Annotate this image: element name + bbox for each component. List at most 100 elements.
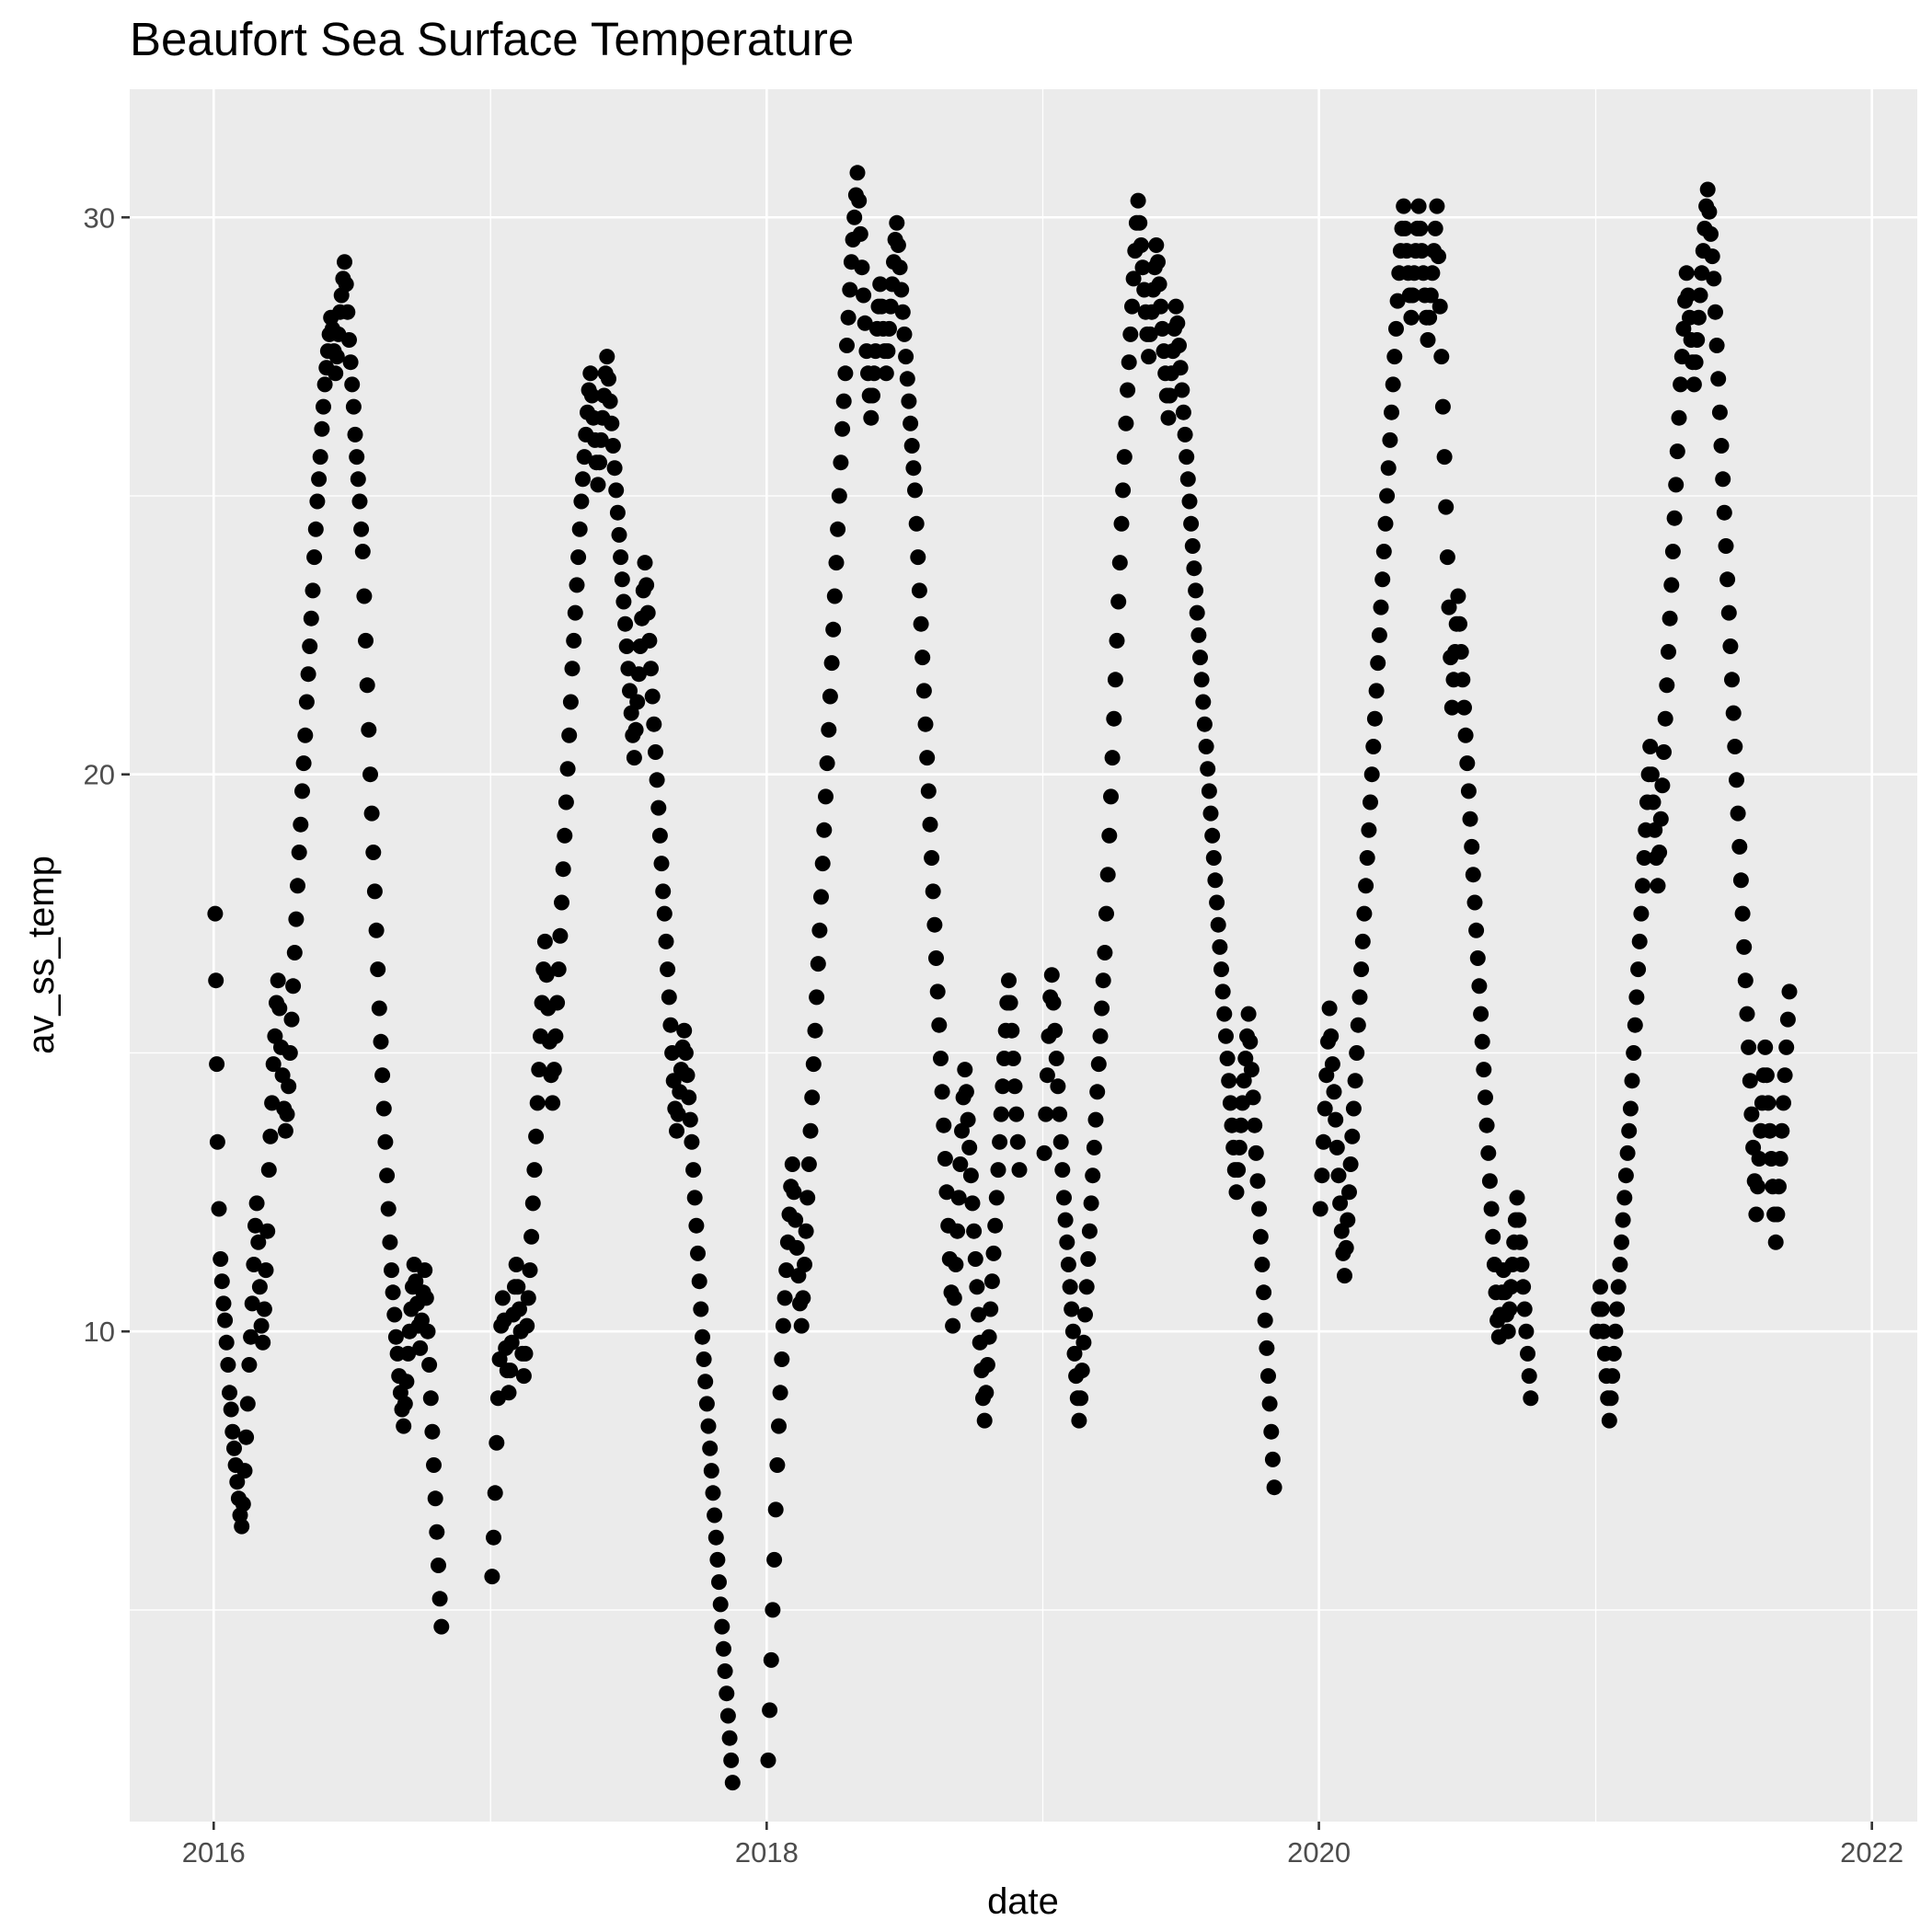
data-point [1175, 404, 1191, 420]
data-point [366, 883, 383, 900]
data-point [1337, 1268, 1352, 1284]
data-points [207, 165, 1798, 1791]
data-point [1086, 1139, 1102, 1156]
data-point [1338, 1239, 1354, 1256]
data-point [220, 1357, 236, 1373]
data-point [354, 544, 371, 559]
data-point [396, 1418, 412, 1434]
data-point [1375, 544, 1392, 559]
x-tick-label: 2018 [735, 1836, 799, 1869]
data-point [247, 1217, 263, 1234]
data-point [1347, 1073, 1363, 1089]
data-point [285, 978, 302, 995]
data-point [1179, 449, 1195, 466]
data-point [1222, 1095, 1238, 1111]
data-point [218, 1334, 235, 1351]
data-point [894, 304, 911, 320]
data-point [1635, 878, 1650, 894]
data-point [241, 1357, 258, 1373]
data-point [1671, 409, 1687, 426]
data-point [356, 588, 373, 604]
data-point [385, 1284, 401, 1301]
data-point [1657, 710, 1673, 727]
data-point [265, 1056, 282, 1073]
data-point [1374, 571, 1391, 588]
data-point [1465, 867, 1481, 883]
data-point [236, 1463, 253, 1479]
data-point [350, 471, 366, 488]
data-point [1471, 978, 1488, 995]
data-point [658, 933, 674, 949]
data-point [960, 1111, 976, 1128]
data-point [1349, 1045, 1365, 1061]
data-point [1059, 1234, 1075, 1250]
data-point [627, 721, 644, 738]
data-point [950, 1190, 967, 1206]
data-point [685, 1162, 702, 1179]
data-point [279, 1106, 295, 1122]
data-point [358, 632, 374, 649]
data-point [1703, 225, 1719, 242]
data-point [1617, 1167, 1634, 1184]
data-point [990, 1162, 1006, 1179]
data-point [1056, 1190, 1072, 1206]
data-point [306, 549, 323, 566]
data-point [1466, 894, 1483, 911]
data-point [1366, 710, 1383, 727]
data-point [856, 287, 872, 304]
data-point [1353, 961, 1370, 978]
data-point [1101, 827, 1118, 844]
data-point [1616, 1190, 1633, 1206]
data-point [422, 1390, 439, 1407]
data-point [1060, 1257, 1076, 1272]
data-point [1011, 1162, 1028, 1179]
data-point [905, 460, 922, 477]
data-point [1092, 1028, 1109, 1044]
data-point [283, 1011, 300, 1028]
data-point [1715, 471, 1731, 488]
data-point [1708, 304, 1723, 320]
data-point [637, 555, 653, 571]
y-tick-label: 30 [84, 201, 115, 234]
data-point [1332, 1195, 1349, 1212]
data-point [1460, 783, 1477, 799]
data-point [686, 1190, 703, 1206]
data-point [1328, 1139, 1345, 1156]
data-point [1122, 326, 1139, 342]
data-point [849, 165, 866, 181]
data-point [696, 1351, 712, 1367]
data-point [1236, 1073, 1252, 1089]
data-point [1356, 905, 1373, 922]
data-point [766, 1551, 783, 1568]
data-point [1485, 1228, 1501, 1245]
data-point [1172, 360, 1189, 376]
data-point [1377, 515, 1394, 532]
data-point [1099, 867, 1116, 883]
data-point [246, 1257, 262, 1272]
data-point [716, 1640, 731, 1657]
data-point [966, 1223, 983, 1239]
data-point [1328, 1111, 1344, 1128]
data-point [866, 365, 882, 382]
data-point [889, 214, 905, 231]
data-point [1252, 1228, 1269, 1245]
data-point [1263, 1423, 1280, 1440]
data-point [561, 727, 578, 743]
data-point [840, 309, 857, 326]
data-point [1340, 1212, 1356, 1228]
data-point [1148, 237, 1165, 253]
data-point [1384, 404, 1399, 420]
data-point [1513, 1257, 1530, 1272]
data-point [1330, 1167, 1347, 1184]
data-point [351, 493, 368, 510]
data-point [1361, 822, 1377, 838]
data-point [615, 593, 632, 610]
data-point [828, 555, 845, 571]
data-point [1134, 259, 1151, 276]
data-point [215, 1295, 232, 1312]
data-point [1604, 1368, 1621, 1385]
data-point [293, 816, 309, 833]
data-point [1464, 838, 1480, 855]
data-point [1664, 544, 1681, 559]
